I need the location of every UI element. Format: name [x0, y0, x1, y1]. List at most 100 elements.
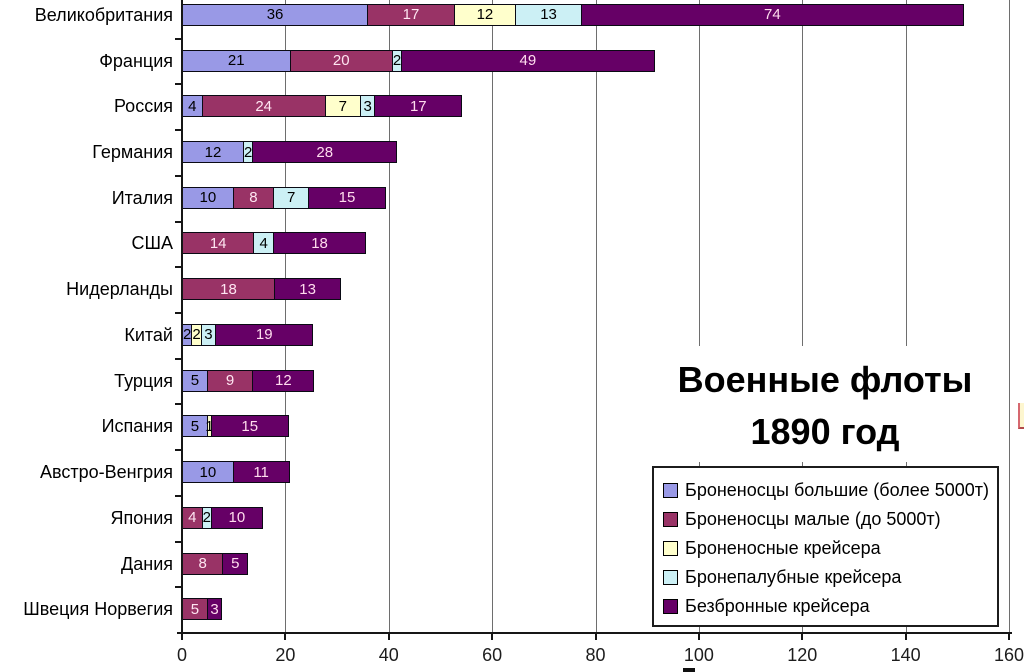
x-axis-tick-label: 160: [993, 645, 1024, 665]
bar-segment: 24: [201, 95, 326, 118]
bar-value-label: 4: [188, 97, 197, 115]
x-axis-tick: [697, 634, 700, 640]
bar-value-label: 17: [402, 6, 420, 24]
bar-value-label: 3: [204, 326, 213, 344]
bar-segment: 18: [273, 232, 367, 255]
bar-value-label: 17: [409, 97, 427, 115]
bar-segment: 19: [215, 323, 314, 346]
x-axis-tick: [801, 634, 804, 640]
bar-value-label: 4: [259, 234, 268, 252]
bar-value-label: 10: [228, 509, 246, 527]
bar-segment: 10: [211, 506, 263, 529]
bar-segment: 5: [182, 598, 208, 621]
y-axis-tick: [175, 403, 181, 406]
legend-label: Броненосцы малые (до 5000т): [685, 509, 941, 529]
legend-swatch: [663, 570, 678, 585]
legend-item: Броненосные крейсера: [663, 534, 997, 563]
bar-value-label: 3: [210, 600, 219, 618]
bar-value-label: 20: [332, 52, 350, 70]
bar-value-label: 21: [227, 52, 245, 70]
bar-segment: 10: [182, 186, 234, 209]
bar-segment: 17: [367, 3, 455, 26]
bar-segment: 13: [274, 278, 342, 301]
bar-row-3: 4 24 7 3 17: [182, 95, 463, 118]
legend-item: Броненосцы малые (до 5000т): [663, 505, 997, 534]
x-axis-tick-label: 100: [683, 645, 714, 665]
legend-item: Броненосцы большие (более 5000т): [663, 476, 997, 505]
x-axis-tick: [284, 634, 287, 640]
y-axis-tick: [175, 37, 181, 40]
bar-row-1: 36 17 12 13 74: [182, 3, 964, 26]
bar-value-label: 4: [188, 509, 197, 527]
gridline-40: [388, 0, 390, 632]
gridline-160: [1009, 0, 1010, 632]
y-axis-tick: [175, 266, 181, 269]
bar-value-label: 15: [338, 189, 356, 207]
bar-segment: 8: [182, 552, 224, 575]
y-axis-tick: [175, 586, 181, 589]
x-axis-tick: [904, 634, 907, 640]
bar-segment: 3: [200, 323, 217, 346]
bar-value-label: 5: [190, 372, 200, 390]
x-axis-tick-label: 80: [585, 645, 606, 665]
legend-label: Броненосцы большие (более 5000т): [685, 480, 990, 500]
y-axis-tick: [175, 83, 181, 86]
bar-value-label: 5: [190, 600, 200, 618]
bar-value-label: 10: [199, 189, 217, 207]
bar-segment: 36: [182, 3, 369, 26]
bar-value-label: 74: [764, 6, 781, 24]
bar-segment: 18: [182, 278, 276, 301]
y-axis-tick: [175, 312, 181, 315]
bar-value-label: 7: [338, 97, 347, 115]
bar-value-label: 2: [392, 52, 402, 70]
bar-segment: 11: [232, 461, 290, 484]
bar-row-4: 12 2 28: [182, 141, 398, 164]
chart-title-line2: 1890 год: [750, 411, 900, 452]
legend-box: Броненосцы большие (более 5000т) Броненос…: [652, 466, 999, 627]
bar-segment: 15: [308, 186, 386, 209]
bar-segment: 28: [252, 141, 398, 164]
bar-value-label: 12: [204, 143, 222, 161]
legend-item: Безбронные крейсера: [663, 592, 997, 621]
legend-label: Безбронные крейсера: [685, 596, 870, 616]
bar-segment: 17: [374, 95, 463, 118]
gridline-140: [905, 0, 907, 632]
bar-segment: 7: [324, 95, 361, 118]
bar-segment: 10: [182, 461, 234, 484]
y-axis-tick: [175, 494, 181, 497]
bar-value-label: 5: [190, 417, 200, 435]
bar-segment: 21: [182, 49, 291, 72]
bar-segment: 74: [581, 3, 964, 26]
bar-value-label: 2: [202, 509, 212, 527]
category-label: Великобритания: [34, 4, 173, 25]
bar-row-11: 10 11: [182, 461, 290, 484]
x-axis-tick: [491, 634, 494, 640]
bar-value-label: 5: [231, 555, 240, 572]
bar-segment: 49: [401, 49, 655, 72]
bar-segment: 9: [206, 369, 254, 392]
legend-label: Броненосные крейсера: [685, 538, 881, 558]
x-axis-tick: [181, 634, 183, 640]
bar-segment: 3: [359, 95, 376, 118]
bar-value-label: 2: [192, 326, 201, 344]
bar-segment: 12: [453, 3, 516, 26]
axis-title-fragment: [683, 668, 695, 672]
x-axis-tick: [1008, 634, 1010, 640]
gridline-120: [802, 0, 804, 632]
bar-segment: 5: [182, 369, 208, 392]
bar-segment: 5: [182, 415, 208, 438]
category-label: Дания: [121, 553, 173, 574]
bar-segment: 7: [273, 186, 310, 209]
bar-value-label: 8: [198, 555, 207, 572]
bar-value-label: 2: [244, 143, 253, 161]
bar-segment: 4: [253, 232, 275, 255]
chart-title: Военные флоты 1890 год: [649, 346, 1001, 462]
category-label: США: [131, 233, 173, 254]
bar-row-8: 2 2 3 19: [182, 323, 314, 346]
category-label: Турция: [114, 370, 173, 391]
category-label: Швеция Норвегия: [23, 599, 173, 620]
bar-value-label: 2: [183, 326, 192, 344]
